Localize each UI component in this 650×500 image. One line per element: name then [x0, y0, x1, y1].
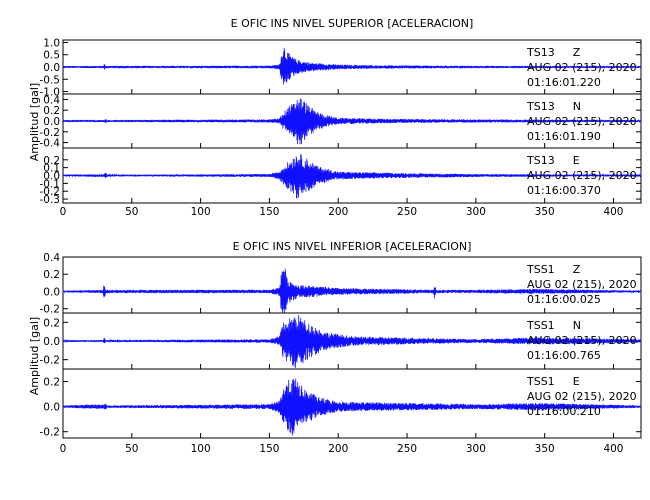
- x-tick-label: 200: [328, 206, 348, 218]
- x-tick-label: 150: [259, 443, 279, 455]
- event-date-label: AUG 02 (215), 2020: [527, 390, 637, 403]
- y-tick-label: 0.4: [43, 252, 60, 264]
- y-axis-label-1: Amplitud [gal]: [28, 83, 41, 161]
- x-tick-label: 400: [603, 206, 623, 218]
- x-tick-label: 300: [466, 443, 486, 455]
- y-tick-label: -0.2: [40, 355, 61, 367]
- event-date-label: AUG 02 (215), 2020: [527, 115, 637, 128]
- y-tick-label: -1.0: [40, 87, 61, 99]
- station-label: TS13 Z: [526, 46, 581, 59]
- y-tick-label: 0.2: [43, 105, 60, 117]
- event-time-label: 01:16:00.765: [527, 349, 601, 362]
- x-tick-label: 50: [125, 206, 138, 218]
- y-tick-label: 0.2: [43, 155, 60, 167]
- x-tick-label: 400: [603, 443, 623, 455]
- panel-frame-2-3: [62, 368, 642, 439]
- chart-title-1: E OFIC INS NIVEL SUPERIOR [ACELERACION]: [231, 17, 474, 30]
- x-tick-label: 350: [535, 443, 555, 455]
- y-tick-label: -0.5: [40, 74, 61, 86]
- y-tick-label: 0.0: [43, 116, 60, 128]
- waveform-trace-TSS1-E: [62, 378, 642, 436]
- y-tick-label: -0.4: [40, 138, 61, 150]
- y-tick-label: -0.2: [40, 186, 61, 198]
- waveform-trace-TS13-N: [62, 98, 642, 145]
- x-tick-label: 300: [466, 206, 486, 218]
- event-date-label: AUG 02 (215), 2020: [527, 169, 637, 182]
- event-time-label: 01:16:01.190: [527, 130, 601, 143]
- station-label: TS13 E: [526, 154, 580, 167]
- station-label: TSS1 E: [526, 375, 580, 388]
- y-tick-label: -0.2: [40, 304, 61, 316]
- waveform-trace-TS13-E: [62, 154, 642, 199]
- event-time-label: 01:16:01.220: [527, 76, 601, 89]
- x-tick-label: 50: [125, 443, 138, 455]
- y-tick-label: 0.0: [43, 171, 60, 183]
- x-tick-label: 200: [328, 443, 348, 455]
- station-label: TSS1 N: [526, 319, 581, 332]
- x-tick-label: 0: [60, 206, 67, 218]
- x-tick-label: 250: [397, 206, 417, 218]
- y-tick-label: 0.0: [43, 62, 60, 74]
- y-tick-label: -0.2: [40, 127, 61, 139]
- y-tick-label: 0.2: [43, 317, 60, 329]
- y-tick-label: 0.0: [43, 402, 60, 414]
- event-time-label: 01:16:00.210: [527, 405, 601, 418]
- y-axis-label-2: Amplitud [gal]: [28, 317, 41, 395]
- x-tick-label: 350: [535, 206, 555, 218]
- y-tick-label: 0.0: [43, 336, 60, 348]
- y-tick-label: 0.0: [43, 286, 60, 298]
- y-tick-label: 0.4: [43, 94, 60, 106]
- waveform-trace-TSS1-N: [62, 314, 642, 368]
- y-tick-label: 0.5: [43, 50, 60, 62]
- y-tick-label: -0.2: [40, 427, 61, 439]
- y-tick-label: 0.2: [43, 269, 60, 281]
- y-tick-label: -0.3: [40, 194, 61, 206]
- x-tick-label: 0: [60, 443, 67, 455]
- event-time-label: 01:16:00.370: [527, 184, 601, 197]
- y-tick-label: 1.0: [43, 37, 60, 49]
- chart-title-2: E OFIC INS NIVEL INFERIOR [ACELERACION]: [233, 240, 472, 253]
- event-time-label: 01:16:00.025: [527, 293, 601, 306]
- x-tick-label: 250: [397, 443, 417, 455]
- x-tick-label: 100: [191, 206, 211, 218]
- event-date-label: AUG 02 (215), 2020: [527, 61, 637, 74]
- waveform-trace-TSS1-Z: [62, 268, 642, 313]
- x-tick-label: 100: [191, 443, 211, 455]
- event-date-label: AUG 02 (215), 2020: [527, 334, 637, 347]
- waveform-trace-TS13-Z: [62, 47, 642, 85]
- y-tick-label: 0.2: [43, 377, 60, 389]
- event-date-label: AUG 02 (215), 2020: [527, 278, 637, 291]
- y-tick-label: -0.1: [40, 178, 61, 190]
- y-tick-label: 0.1: [43, 163, 60, 175]
- station-label: TSS1 Z: [526, 263, 581, 276]
- x-tick-label: 150: [259, 206, 279, 218]
- station-label: TS13 N: [526, 100, 581, 113]
